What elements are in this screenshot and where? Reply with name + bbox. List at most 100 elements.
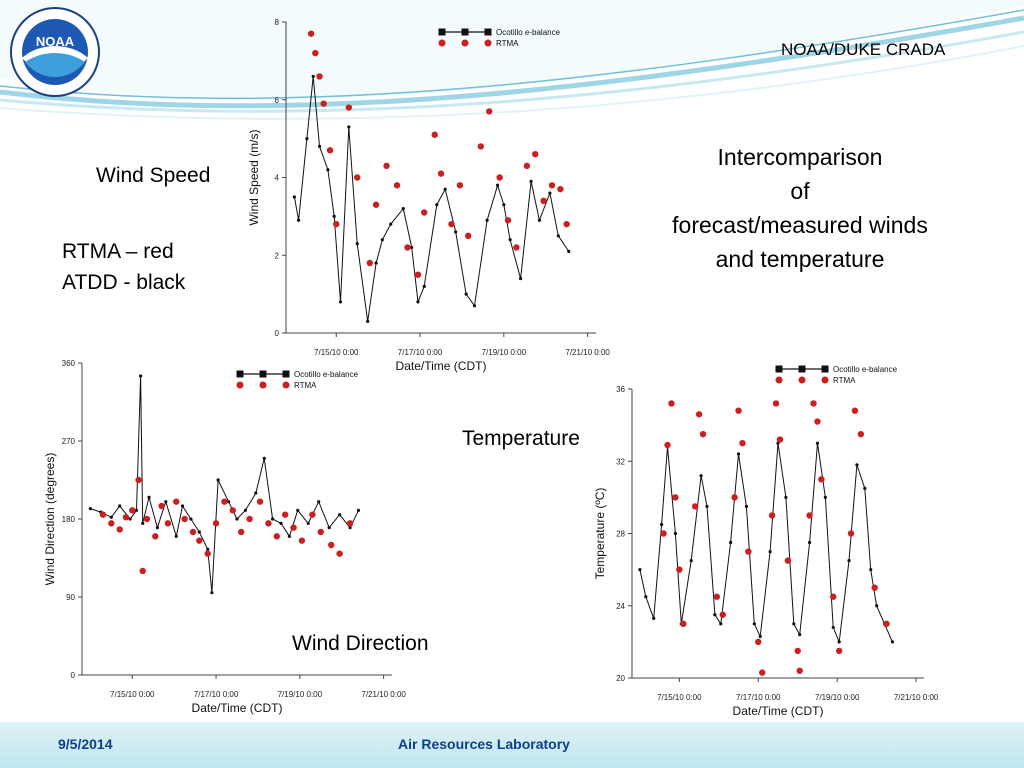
chart-0-rtma-point xyxy=(372,201,380,208)
chart-2-ecb-point xyxy=(752,622,756,626)
chart-1-ecb-point xyxy=(189,517,193,521)
chart-2-x-tick-label: 7/15/10 0:00 xyxy=(657,693,702,702)
chart-1-ecb-point xyxy=(164,500,168,504)
chart-2-rtma-point xyxy=(810,400,817,407)
chart-1-ecb-point xyxy=(348,526,352,530)
chart-0-ecb-point xyxy=(380,238,384,242)
chart-1-rtma-point xyxy=(152,533,159,540)
chart-0-legend-ecb-marker xyxy=(484,28,492,36)
chart-1-rtma-point xyxy=(212,520,220,527)
chart-2-rtma-point xyxy=(680,620,687,628)
chart-0-series-ecb-line xyxy=(293,76,570,322)
chart-1-rtma-point xyxy=(336,550,343,557)
chart-2-ecb-point xyxy=(847,558,851,563)
chart-0-ecb-point xyxy=(296,218,301,222)
chart-0-ecb-point xyxy=(464,292,468,296)
chart-0-rtma-point xyxy=(548,182,556,189)
chart-1-ecb-point xyxy=(271,517,275,521)
chart-1-y-tick-label: 360 xyxy=(62,359,76,368)
chart-1-legend: Ocotillo e-balance RTMA xyxy=(236,370,359,390)
chart-2-ecb-point xyxy=(659,522,664,527)
chart-1-ecb-point xyxy=(216,478,220,482)
chart-1-ecb-point xyxy=(155,526,160,530)
chart-0-rtma-point xyxy=(307,30,315,37)
chart-0-ecb-point xyxy=(305,137,309,141)
chart-2-legend-rtma-marker xyxy=(775,376,783,384)
chart-1-rtma-point xyxy=(181,515,188,523)
chart-0-rtma-point xyxy=(448,220,455,228)
chart-2-ecb-point xyxy=(699,474,703,478)
chart-0-ecb-point xyxy=(502,203,506,207)
chart-1-ecb-point xyxy=(210,591,214,595)
chart-1-ecb-point xyxy=(174,534,178,538)
chart-1-rtma-point xyxy=(189,528,197,536)
chart-2-rtma-point xyxy=(676,566,683,573)
chart-1-legend-ecb-marker xyxy=(282,370,290,378)
chart-0-ecb-point xyxy=(537,218,542,222)
chart-0-ecb-point xyxy=(416,300,420,304)
chart-1-ecb-point xyxy=(243,508,247,512)
chart-0-rtma-point xyxy=(437,170,445,177)
chart-2-ecb-point xyxy=(758,634,762,639)
chart-1-y-tick-label: 0 xyxy=(71,671,76,680)
chart-0-rtma-point xyxy=(477,143,484,150)
chart-2-ecb-point xyxy=(689,558,693,563)
chart-2-legend-ecb-label: Ocotillo e-balance xyxy=(833,365,898,374)
chart-0-legend-ecb-marker xyxy=(438,28,446,36)
chart-2-ecb-point xyxy=(768,549,772,554)
chart-1-rtma-point xyxy=(273,533,280,540)
chart-1-ecb-point xyxy=(287,534,291,538)
chart-0-ecb-point xyxy=(485,218,489,222)
chart-0-x-tick-label: 7/21/10 0:00 xyxy=(565,348,610,357)
heading-line-4: and temperature xyxy=(715,246,885,272)
chart-2-ecb-point xyxy=(705,504,709,509)
chart-0-legend-rtma-marker xyxy=(438,39,446,47)
chart-1-y-axis-label: Wind Direction (degrees) xyxy=(43,453,57,586)
chart-1-rtma-point xyxy=(237,528,245,536)
chart-0-legend-rtma-marker xyxy=(484,39,492,47)
chart-1-ecb-point xyxy=(147,495,151,499)
chart-0-rtma-point xyxy=(504,217,512,224)
chart-1-ecb-point xyxy=(306,521,310,525)
chart-0-ecb-point xyxy=(374,261,378,265)
chart-0-rtma-point xyxy=(456,182,464,189)
chart-2-ecb-point xyxy=(855,463,859,467)
chart-1-rtma-point xyxy=(256,498,264,505)
chart-2-ecb-point xyxy=(652,616,656,620)
chart-0-legend-ecb-marker xyxy=(461,28,469,36)
chart-0-ecb-point xyxy=(332,214,336,218)
chart-0-rtma-point xyxy=(393,182,401,189)
chart-2-ecb-point xyxy=(815,441,820,445)
chart-2-ecb-point xyxy=(638,568,642,572)
chart-0-ecb-point xyxy=(472,304,477,308)
chart-1-ecb-point xyxy=(118,504,122,508)
chart-0-legend-rtma-label: RTMA xyxy=(496,39,519,48)
chart-2-ecb-point xyxy=(798,633,802,637)
chart-2-ecb-point xyxy=(869,568,873,572)
chart-0-x-tick-label: 7/19/10 0:00 xyxy=(482,348,527,357)
chart-1-x-tick-label: 7/17/10 0:00 xyxy=(194,690,239,699)
chart-1-rtma-point xyxy=(135,476,142,484)
chart-2-rtma-point xyxy=(871,584,878,591)
chart-2-ecb-point xyxy=(837,640,841,644)
chart-2-y-tick-label: 24 xyxy=(616,602,625,611)
chart-2-rtma-point xyxy=(660,530,667,537)
chart-2-rtma-point xyxy=(784,557,792,564)
chart-0-rtma-point xyxy=(312,49,319,57)
chart-0-rtma-point xyxy=(345,104,353,111)
footer-lab: Air Resources Laboratory xyxy=(398,736,570,752)
rtma-color-note: RTMA – red xyxy=(62,240,174,263)
chart-0-y-tick-label: 4 xyxy=(275,174,280,183)
chart-2-ecb-point xyxy=(744,504,749,509)
chart-0-ecb-point xyxy=(389,222,393,226)
chart-1-legend-ecb-marker xyxy=(259,370,267,378)
wind-direction-label: Wind Direction xyxy=(292,632,429,655)
chart-1-rtma-point xyxy=(281,511,289,518)
chart-2-ecb-point xyxy=(792,622,796,626)
chart-0-rtma-point xyxy=(465,232,472,240)
chart-1-rtma-point xyxy=(221,498,228,505)
heading-line-1: Intercomparison xyxy=(717,144,883,170)
chart-0-y-tick-label: 2 xyxy=(275,251,280,260)
logo-text: NOAA xyxy=(36,34,75,49)
chart-1-rtma-point xyxy=(99,511,107,518)
